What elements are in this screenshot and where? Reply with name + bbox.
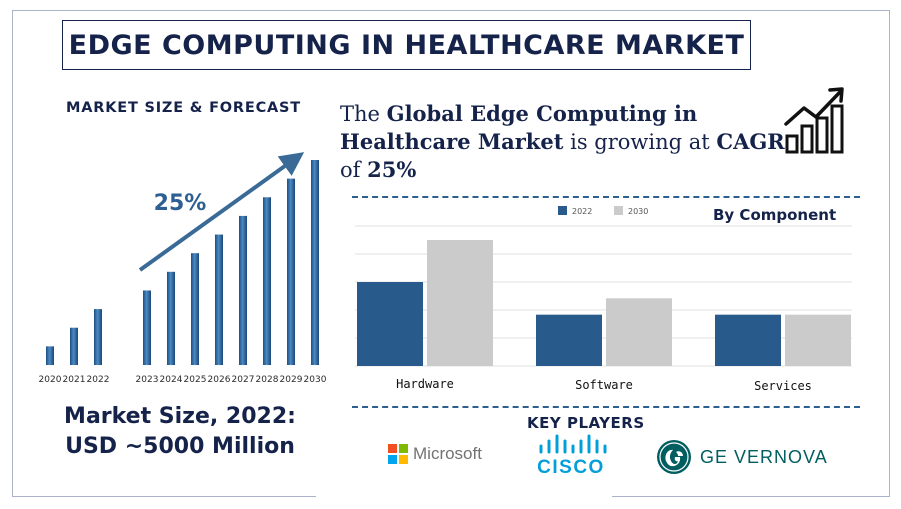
component-bar-chart: 2022 2030 Hardware Software Services	[355, 206, 852, 393]
year-tick-label: 2026	[208, 375, 231, 385]
cisco-bridge-icon	[539, 434, 607, 454]
category-label-software: Software	[575, 378, 633, 392]
headline-text-2: is growing at	[563, 130, 717, 154]
year-tick-label: 2025	[184, 375, 207, 385]
headline-cagr: CAGR	[716, 129, 785, 154]
forecast-bar-2027	[239, 215, 247, 365]
growth-arrow	[138, 152, 305, 272]
by-component-label: By Component	[713, 206, 837, 224]
category-label-hardware: Hardware	[396, 377, 454, 391]
year-tick-label: 2023	[136, 375, 159, 385]
component-bar-software-2030	[606, 298, 672, 366]
forecast-bar-2020	[46, 346, 54, 365]
market-size-forecast-chart: 2020 2021 2022 2023 2024 2025 2026 2027 2028 2029…	[39, 152, 327, 385]
forecast-bar-2025	[191, 253, 199, 365]
forecast-bar-2024	[167, 271, 175, 365]
year-tick-label: 2020	[39, 375, 62, 385]
headline-cagr-value: 25%	[367, 157, 417, 182]
forecast-bar-2022	[94, 309, 102, 365]
year-tick-label: 2030	[304, 375, 327, 385]
legend-swatch-2022	[558, 206, 567, 215]
year-tick-label: 2021	[63, 375, 86, 385]
forecast-bar-2023	[143, 290, 151, 365]
year-tick-label: 2029	[280, 375, 303, 385]
cisco-name: CISCO	[537, 457, 605, 478]
divider-bottom	[352, 406, 860, 408]
market-size-summary: Market Size, 2022: USD ~5000 Million	[40, 402, 320, 462]
title-box: EDGE COMPUTING IN HEALTHCARE MARKET	[62, 20, 751, 70]
component-bar-services-2022	[715, 314, 781, 366]
year-tick-label: 2022	[87, 375, 110, 385]
growth-chart-icon	[784, 87, 844, 154]
microsoft-name: Microsoft	[413, 444, 482, 463]
key-players-label: KEY PLAYERS	[527, 414, 645, 432]
microsoft-logo-icon	[388, 444, 408, 464]
forecast-bar-2021	[70, 327, 78, 365]
cisco-logo: CISCO	[530, 434, 612, 478]
legend-label-2030: 2030	[628, 207, 648, 216]
year-tick-label: 2027	[232, 375, 255, 385]
forecast-bar-2029	[287, 178, 295, 365]
headline-market-name: Global Edge Computing in Healthcare Mark…	[340, 101, 698, 154]
component-bar-hardware-2022	[357, 282, 423, 366]
microsoft-logo: Microsoft	[388, 444, 482, 464]
component-bar-software-2022	[536, 314, 602, 366]
page-title: EDGE COMPUTING IN HEALTHCARE MARKET	[68, 29, 745, 61]
headline: The Global Edge Computing in Healthcare …	[340, 100, 790, 184]
forecast-bar-2028	[263, 197, 271, 365]
market-size-line-2: USD ~5000 Million	[65, 434, 295, 459]
market-size-line-1: Market Size, 2022:	[64, 404, 296, 429]
component-bar-services-2030	[785, 314, 851, 366]
ge-vernova-name: GE VERNOVA	[700, 446, 828, 467]
frame-gap	[316, 492, 612, 502]
legend-swatch-2030	[614, 206, 623, 215]
cagr-annotation: 25%	[154, 191, 207, 216]
market-size-heading: MARKET SIZE & FORECAST	[66, 100, 301, 116]
category-label-services: Services	[754, 379, 812, 393]
year-tick-label: 2028	[256, 375, 279, 385]
ge-vernova-logo: GE VERNOVA	[656, 439, 828, 475]
forecast-bar-2030	[311, 160, 319, 365]
forecast-bar-2026	[215, 234, 223, 365]
year-tick-label: 2024	[160, 375, 183, 385]
component-bar-hardware-2030	[427, 240, 493, 366]
headline-text-1: The	[340, 102, 387, 126]
legend-label-2022: 2022	[572, 207, 592, 216]
headline-text-3: of	[340, 158, 368, 182]
divider-top	[352, 196, 860, 198]
ge-monogram-icon	[657, 440, 691, 474]
